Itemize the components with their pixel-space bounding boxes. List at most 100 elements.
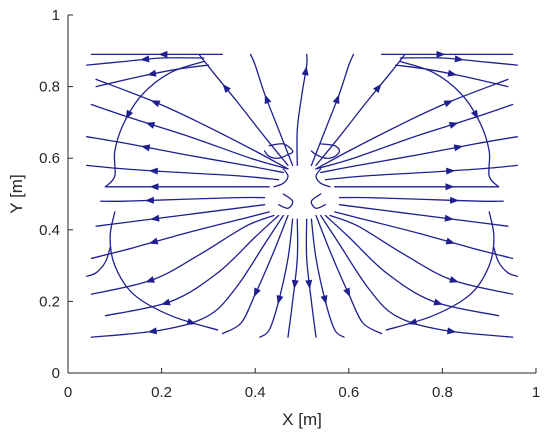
- streamline-arrowhead: [445, 167, 456, 175]
- streamline-arrowhead: [158, 50, 168, 58]
- streamline-arrowhead: [343, 287, 351, 298]
- streamline-arrowhead: [320, 294, 328, 305]
- streamline-arrowhead: [436, 50, 446, 58]
- streamline: [310, 218, 345, 338]
- axes-group: [67, 15, 536, 374]
- streamline: [198, 53, 289, 167]
- streamline-arrowhead: [449, 196, 460, 204]
- streamline: [287, 218, 299, 338]
- streamlines-group: [86, 50, 518, 338]
- streamline: [273, 168, 289, 188]
- streamline-arrowhead: [449, 276, 459, 283]
- streamline-arrowhead: [264, 94, 272, 105]
- streamline-arrowhead: [332, 94, 340, 105]
- streamline-arrowhead: [186, 318, 197, 325]
- streamline-arrowhead: [444, 214, 454, 222]
- streamline: [259, 218, 294, 338]
- streamline-arrowhead: [147, 69, 157, 77]
- streamline-arrowhead: [144, 196, 155, 204]
- x-tick-label: 0.8: [432, 384, 453, 401]
- streamline-arrowhead: [253, 287, 261, 298]
- streamline: [338, 204, 509, 227]
- streamline: [338, 196, 504, 202]
- streamline: [310, 193, 327, 209]
- streamline-arrowhead: [443, 100, 454, 108]
- streamline-arrowhead: [453, 144, 464, 152]
- x-tick-label: 0: [64, 384, 72, 401]
- streamline-arrowhead: [140, 144, 151, 152]
- streamline: [90, 103, 289, 170]
- x-tick-label: 1: [532, 384, 540, 401]
- streamline-arrowhead: [150, 100, 161, 108]
- streamline-arrowhead: [433, 298, 443, 306]
- streamline-arrowhead: [276, 294, 284, 305]
- streamline: [249, 53, 294, 167]
- streamline-arrowhead: [149, 183, 159, 191]
- x-tick-label: 0.6: [338, 384, 359, 401]
- streamline: [95, 64, 210, 88]
- streamline: [86, 164, 280, 181]
- y-tick-label: 0.8: [39, 79, 60, 96]
- streamline: [310, 143, 341, 159]
- streamline: [385, 211, 495, 331]
- streamline: [329, 214, 514, 295]
- streamline-arrowhead: [448, 122, 459, 129]
- streamline: [221, 214, 289, 335]
- y-axis-label: Y [m]: [7, 174, 26, 213]
- x-axis-label: X [m]: [282, 410, 322, 429]
- streamline-arrowhead: [445, 237, 456, 245]
- streamline: [315, 53, 406, 167]
- streamline: [394, 64, 509, 88]
- streamline: [315, 78, 509, 170]
- streamline-arrowhead: [445, 183, 455, 191]
- streamline: [100, 196, 266, 202]
- streamline: [90, 214, 275, 295]
- y-tick-label: 0.2: [39, 293, 60, 310]
- streamline: [305, 218, 317, 338]
- streamline-arrowhead: [161, 298, 171, 306]
- streamline: [95, 78, 289, 170]
- y-ticks-group: 0 0.2 0.4 0.6 0.8 1: [39, 7, 73, 382]
- streamline: [109, 211, 219, 331]
- x-tick-label: 0.4: [245, 384, 266, 401]
- y-tick-label: 0.4: [39, 222, 60, 239]
- streamline: [493, 247, 518, 277]
- streamline: [320, 136, 518, 174]
- streamline: [95, 204, 266, 227]
- streamline: [90, 211, 270, 260]
- streamline-arrowhead: [148, 167, 159, 175]
- streamline-arrowhead: [140, 55, 150, 63]
- streamline-arrowhead: [147, 327, 158, 335]
- streamline-arrowhead: [407, 318, 418, 325]
- streamline: [324, 164, 518, 181]
- streamline: [315, 214, 383, 335]
- streamline: [86, 136, 284, 174]
- streamline-arrowhead: [305, 279, 313, 290]
- streamline: [334, 211, 514, 260]
- streamline-arrowhead: [148, 237, 159, 245]
- streamline-arrowhead: [373, 83, 382, 94]
- x-ticks-group: 0 0.2 0.4 0.6 0.8 1: [64, 368, 540, 401]
- streamline: [310, 53, 355, 167]
- x-tick-label: 0.2: [151, 384, 172, 401]
- streamline-arrowhead: [222, 83, 231, 94]
- streamline-arrowhead: [454, 55, 464, 63]
- streamline: [315, 103, 514, 170]
- streamline-arrowhead: [291, 279, 299, 290]
- streamline: [296, 53, 308, 167]
- streamline-arrowhead: [447, 69, 457, 77]
- streamline: [399, 60, 500, 188]
- streamline-arrowhead: [470, 109, 479, 120]
- y-tick-label: 0: [52, 365, 60, 382]
- streamline: [86, 247, 111, 277]
- streamline: [104, 60, 205, 188]
- y-tick-label: 0.6: [39, 150, 60, 167]
- streamline-arrowhead: [150, 214, 160, 222]
- y-tick-label: 1: [52, 7, 60, 24]
- streamline: [104, 214, 280, 317]
- streamline-arrowhead: [301, 66, 309, 76]
- streamline-arrowhead: [145, 276, 155, 283]
- streamline-arrowhead: [446, 327, 457, 335]
- streamline-arrowhead: [145, 122, 156, 129]
